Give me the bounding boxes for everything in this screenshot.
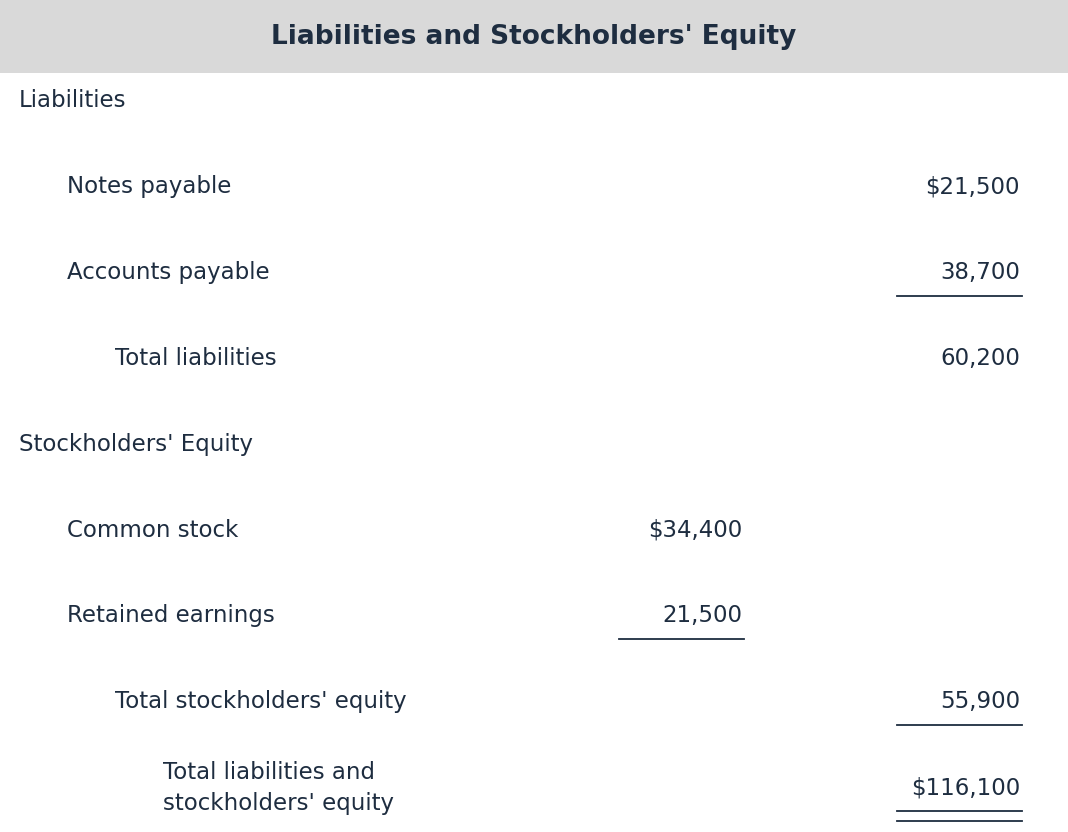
Text: 21,500: 21,500 [662, 605, 742, 627]
Text: Liabilities: Liabilities [19, 89, 127, 112]
Text: Accounts payable: Accounts payable [67, 261, 270, 284]
Text: $34,400: $34,400 [648, 518, 742, 542]
Bar [0, 0, 1068, 73]
Text: $21,500: $21,500 [926, 176, 1020, 198]
Text: 55,900: 55,900 [940, 691, 1020, 713]
Text: 38,700: 38,700 [940, 261, 1020, 284]
Text: stockholders' equity: stockholders' equity [163, 792, 394, 815]
Text: Total liabilities: Total liabilities [115, 347, 277, 370]
Text: 60,200: 60,200 [940, 347, 1020, 370]
Text: Retained earnings: Retained earnings [67, 605, 276, 627]
Text: $116,100: $116,100 [911, 776, 1020, 800]
Text: Liabilities and Stockholders' Equity: Liabilities and Stockholders' Equity [271, 23, 797, 50]
Text: Notes payable: Notes payable [67, 176, 232, 198]
Text: Common stock: Common stock [67, 518, 238, 542]
Text: Total stockholders' equity: Total stockholders' equity [115, 691, 407, 713]
Text: Stockholders' Equity: Stockholders' Equity [19, 433, 253, 456]
Text: Total liabilities and: Total liabilities and [163, 760, 376, 784]
